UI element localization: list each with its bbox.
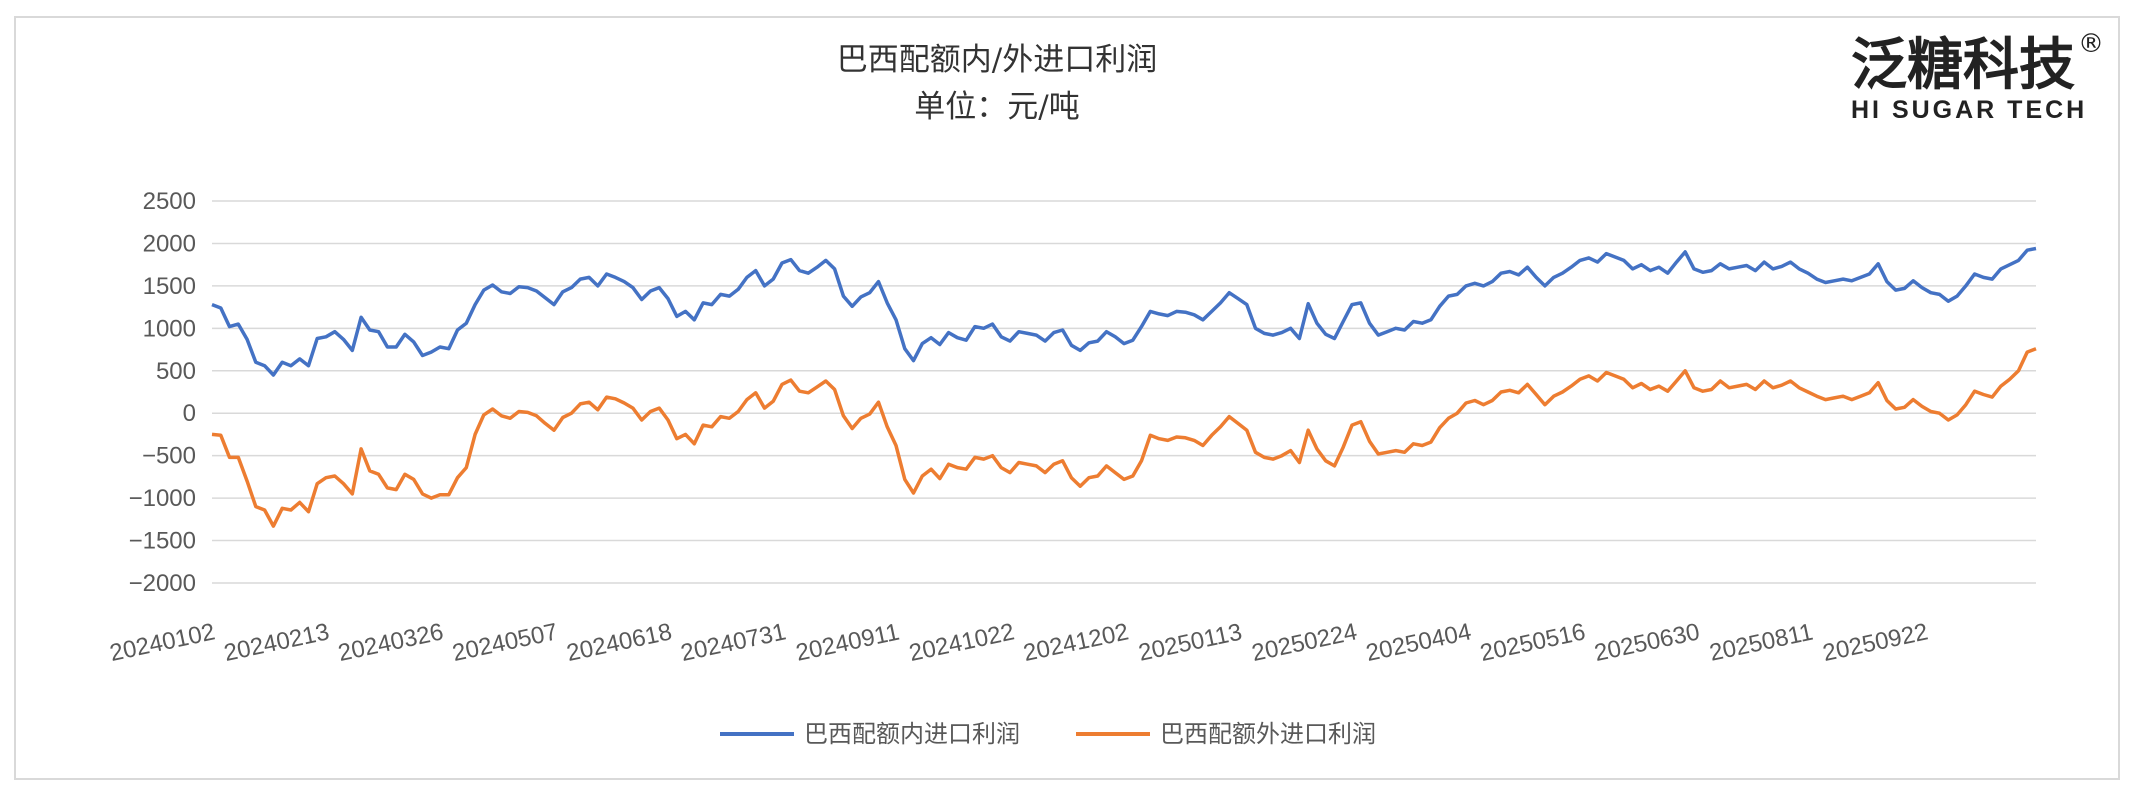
x-tick-label: 20240618 (564, 618, 674, 667)
x-tick-label: 20250224 (1249, 618, 1359, 667)
x-tick-label: 20241022 (907, 618, 1017, 667)
y-tick-label: −500 (142, 443, 196, 470)
x-tick-label: 20250516 (1478, 618, 1588, 667)
x-tick-label: 20240213 (222, 618, 332, 667)
x-tick-label: 20250811 (1707, 619, 1815, 667)
y-tick-label: −1500 (129, 528, 196, 555)
x-tick-label: 20250630 (1592, 618, 1702, 667)
y-tick-label: 500 (156, 358, 196, 385)
y-tick-label: 1000 (143, 315, 196, 342)
chart-subtitle: 单位：元/吨 (914, 89, 1079, 125)
chart-canvas: 巴西配额内/外进口利润 单位：元/吨 泛糖科技 ® HI SUGAR TECH … (107, 29, 2104, 748)
chart-frame: 巴西配额内/外进口利润 单位：元/吨 泛糖科技 ® HI SUGAR TECH … (14, 16, 2120, 780)
registered-mark-icon: ® (2078, 29, 2104, 59)
series-line-1 (211, 246, 2037, 377)
x-tick-label: 20240911 (793, 619, 901, 667)
series-lines (211, 246, 2037, 528)
grid-lines (212, 200, 2036, 584)
x-tick-label: 20240326 (336, 618, 446, 667)
x-axis-ticks: 20240102 20240213 20240326 20240507 20240618… (107, 618, 1930, 667)
series-line-2 (211, 347, 2037, 528)
legend-label-series-2: 巴西配额外进口利润 (1160, 720, 1376, 748)
legend-label-series-1: 巴西配额内进口利润 (804, 720, 1020, 748)
y-tick-label: 2500 (143, 188, 196, 215)
y-tick-label: 0 (183, 400, 196, 427)
logo-sub-text: HI SUGAR TECH (1851, 96, 2087, 124)
x-tick-label: 20250922 (1820, 618, 1930, 667)
y-tick-label: 2000 (143, 230, 196, 257)
x-tick-label: 20250404 (1364, 618, 1474, 667)
brand-logo: 泛糖科技 ® HI SUGAR TECH (1851, 29, 2104, 124)
y-tick-label: 1500 (143, 273, 196, 300)
y-axis-ticks: 2500 2000 1500 1000 500 0 −500 −1000 −1500 −2000 (129, 188, 196, 597)
y-tick-label: −2000 (129, 570, 196, 597)
x-tick-label: 20241202 (1021, 618, 1131, 667)
legend: 巴西配额内进口利润 巴西配额外进口利润 (720, 720, 1376, 748)
x-tick-label: 20240102 (107, 618, 217, 667)
x-tick-label: 20240507 (450, 618, 560, 667)
y-tick-label: −1000 (129, 485, 196, 512)
x-tick-label: 20250113 (1136, 619, 1244, 667)
chart-title: 巴西配额内/外进口利润 (837, 42, 1157, 78)
logo-main-text: 泛糖科技 (1851, 33, 2075, 98)
x-tick-label: 20240731 (678, 618, 788, 667)
